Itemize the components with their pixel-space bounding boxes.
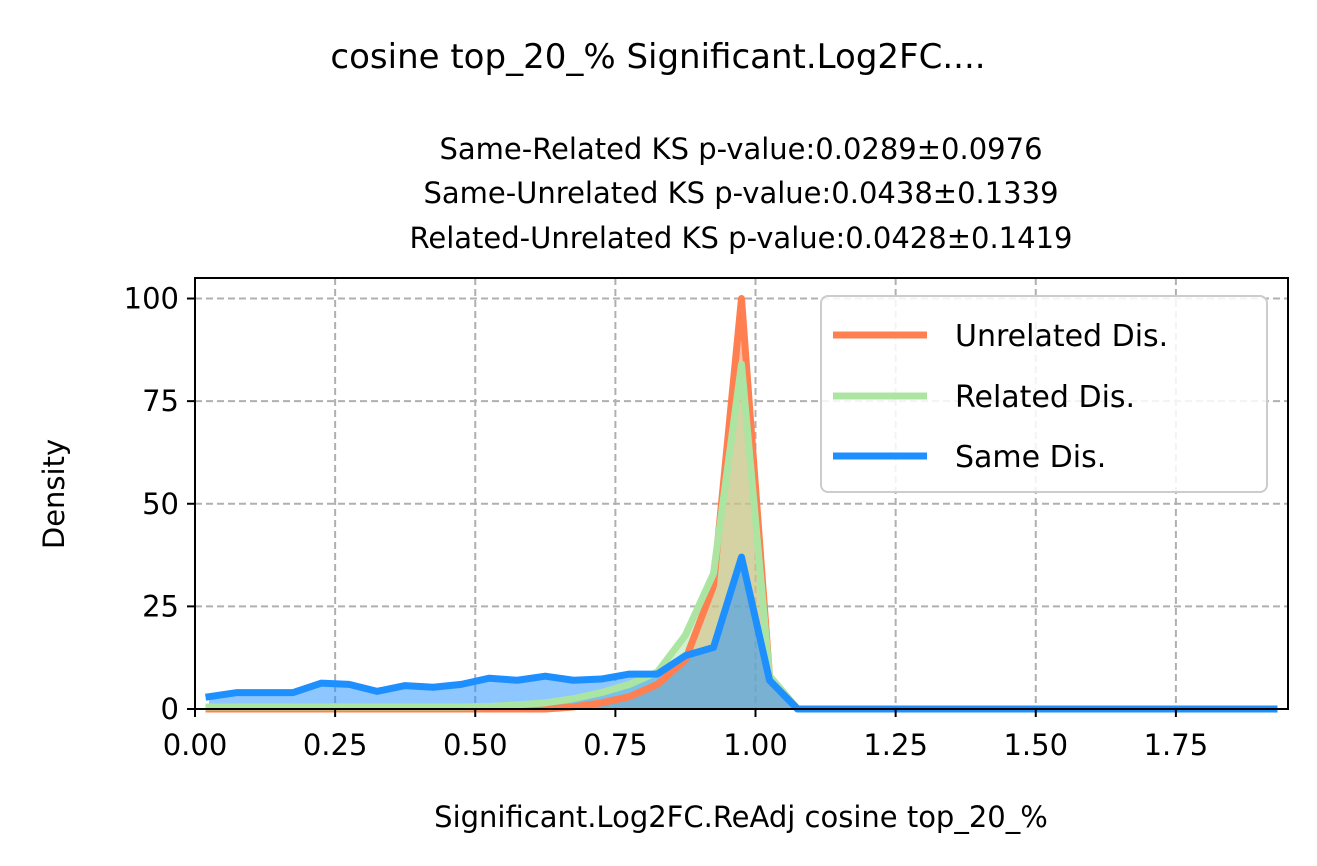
x-tick-label: 0.75 xyxy=(583,728,648,762)
x-tick-label: 0.25 xyxy=(303,728,368,762)
legend-label-related: Related Dis. xyxy=(955,380,1135,415)
plot-frame xyxy=(194,277,1289,710)
legend-label-unrelated: Unrelated Dis. xyxy=(955,319,1168,354)
x-tick-label: 1.75 xyxy=(1144,728,1209,762)
chart-subtitle-line-1: Same-Related KS p-value:0.0289±0.0976 xyxy=(439,132,1042,166)
x-tick-label: 1.50 xyxy=(1003,728,1068,762)
legend-label-same: Same Dis. xyxy=(955,440,1106,475)
y-tick-label: 50 xyxy=(142,487,179,521)
legend-box xyxy=(820,295,1268,493)
chart-subtitle-line-3: Related-Unrelated KS p-value:0.0428±0.14… xyxy=(410,221,1073,255)
x-tick-label: 0.00 xyxy=(163,728,228,762)
x-axis-label: Significant.Log2FC.ReAdj cosine top_20_% xyxy=(434,800,1048,834)
y-tick-label: 100 xyxy=(124,282,179,316)
x-tick-label: 0.50 xyxy=(443,728,508,762)
y-tick-label: 0 xyxy=(161,692,179,726)
y-axis-label: Density xyxy=(37,439,71,549)
chart-subtitle-line-2: Same-Unrelated KS p-value:0.0438±0.1339 xyxy=(423,176,1058,210)
y-tick-label: 25 xyxy=(142,589,179,623)
x-tick-label: 1.00 xyxy=(723,728,788,762)
x-axis-ticks: 0.00 0.25 0.50 0.75 1.00 1.25 1.50 1.75 xyxy=(163,709,1208,762)
area-related-dis xyxy=(209,364,1274,709)
y-tick-label: 75 xyxy=(142,384,179,418)
chart-title: cosine top_20_% Significant.Log2FC.... xyxy=(330,37,985,77)
x-tick-label: 1.25 xyxy=(863,728,928,762)
y-axis-ticks: 0 25 50 75 100 xyxy=(124,282,195,726)
area-same-dis xyxy=(209,557,1274,709)
legend: Unrelated Dis. Related Dis. Same Dis. xyxy=(820,295,1268,493)
density-fills xyxy=(209,298,1274,709)
